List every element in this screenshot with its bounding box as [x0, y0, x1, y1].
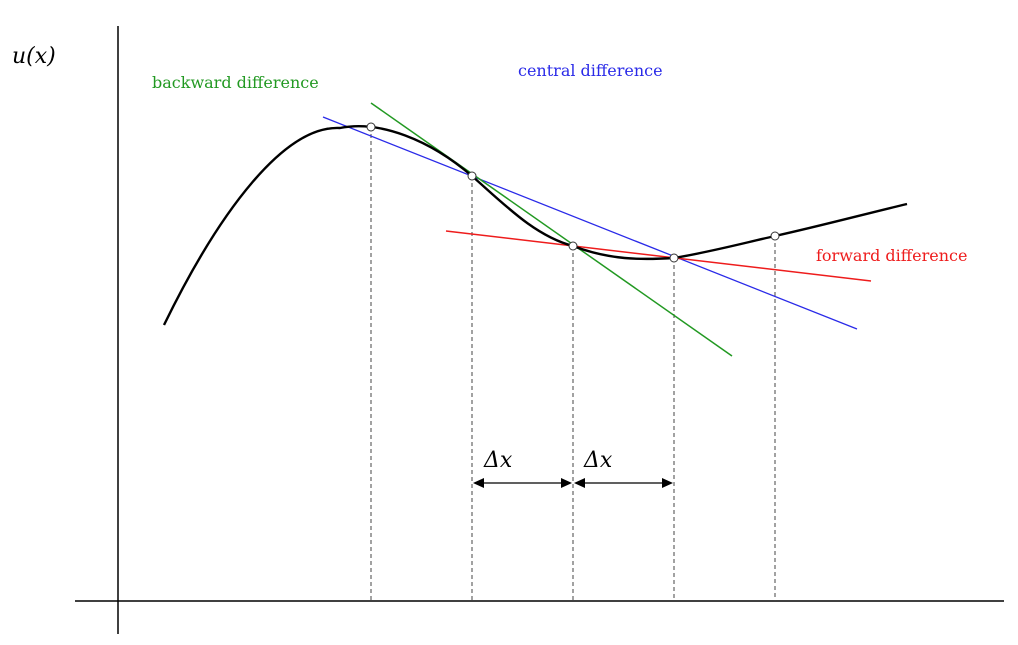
forward-difference-label: forward difference: [816, 246, 967, 265]
central-difference-label: central difference: [518, 61, 663, 80]
delta-x-arrow-1: [473, 478, 572, 488]
arrowhead-right: [561, 478, 572, 488]
sample-point: [467, 171, 477, 181]
backward-difference-label: backward difference: [152, 73, 319, 92]
sample-point: [770, 231, 780, 241]
delta-x-label-2: Δx: [583, 448, 613, 473]
arrowhead-left: [574, 478, 585, 488]
backward-difference-line: [370, 102, 733, 357]
y-axis-label: u(x): [12, 44, 56, 69]
sample-guides: [370, 127, 776, 601]
sample-point: [669, 253, 679, 263]
function-curve: [162, 125, 908, 326]
sample-point: [568, 241, 578, 251]
forward-difference-line: [445, 230, 872, 282]
delta-x-arrow-2: [574, 478, 673, 488]
sample-points: [366, 122, 780, 263]
arrowhead-right: [662, 478, 673, 488]
central-difference-line: [322, 116, 858, 330]
sample-point: [366, 122, 376, 132]
arrowhead-left: [473, 478, 484, 488]
delta-x-label-1: Δx: [483, 448, 513, 473]
